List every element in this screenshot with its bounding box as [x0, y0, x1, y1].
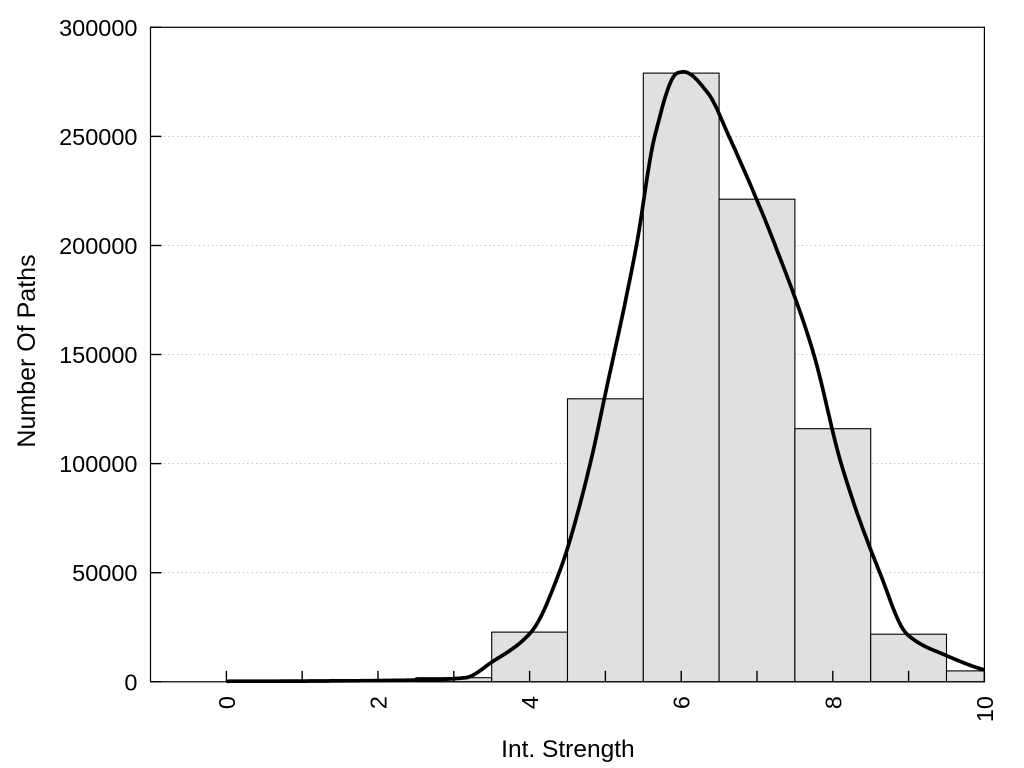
svg-text:50000: 50000	[72, 560, 137, 586]
svg-text:150000: 150000	[59, 342, 137, 368]
svg-text:Int. Strength: Int. Strength	[501, 736, 634, 763]
svg-text:8: 8	[820, 696, 846, 709]
svg-text:0: 0	[214, 696, 240, 709]
svg-text:2: 2	[366, 696, 392, 709]
svg-text:Number Of Paths: Number Of Paths	[13, 254, 41, 447]
svg-text:250000: 250000	[59, 124, 137, 150]
svg-text:100000: 100000	[59, 451, 137, 477]
svg-text:0: 0	[124, 669, 137, 695]
svg-text:4: 4	[517, 696, 543, 709]
svg-text:300000: 300000	[59, 15, 137, 41]
svg-text:200000: 200000	[59, 233, 137, 259]
svg-text:6: 6	[669, 696, 695, 709]
svg-text:10: 10	[972, 696, 998, 722]
